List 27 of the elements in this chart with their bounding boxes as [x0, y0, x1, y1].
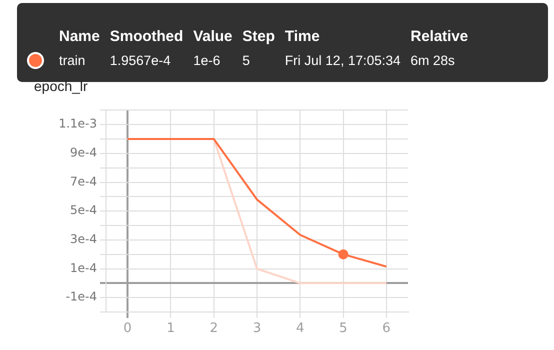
x-tick-label: 4: [296, 321, 304, 336]
text: Name: [59, 26, 101, 46]
x-tick-label: 0: [123, 321, 132, 336]
chart-title: epoch_lr: [34, 78, 88, 94]
text: 5: [242, 52, 251, 70]
y-tick-label: 9e-4: [70, 146, 97, 160]
x-tick-label: 2: [210, 321, 218, 336]
legend-label: train: [59, 52, 86, 70]
y-tick-label: 1e-4: [70, 260, 97, 275]
y-tick-label: 3e-4: [70, 232, 97, 246]
text: 6m 28s: [410, 52, 456, 70]
y-tick-label: 1.1e-3: [58, 116, 97, 131]
x-tick-label: 6: [382, 321, 391, 336]
text: Value: [193, 26, 234, 46]
text: 1e-6: [193, 52, 222, 70]
text: Fri Jul 12, 17:05:34: [284, 52, 402, 70]
text: Step: [242, 26, 276, 46]
x-tick-label: 5: [339, 321, 348, 336]
y-tick-label: -1e-4: [66, 290, 97, 304]
text: Smoothed: [110, 26, 184, 46]
x-tick-label: 1: [166, 321, 175, 336]
y-tick-label: 7e-4: [70, 174, 97, 188]
text: Relative: [410, 26, 470, 46]
x-tick-label: 3: [252, 321, 262, 336]
text: Time: [284, 26, 321, 46]
text: 1.9567e-4: [110, 52, 172, 70]
y-tick-label: 5e-4: [70, 203, 97, 218]
